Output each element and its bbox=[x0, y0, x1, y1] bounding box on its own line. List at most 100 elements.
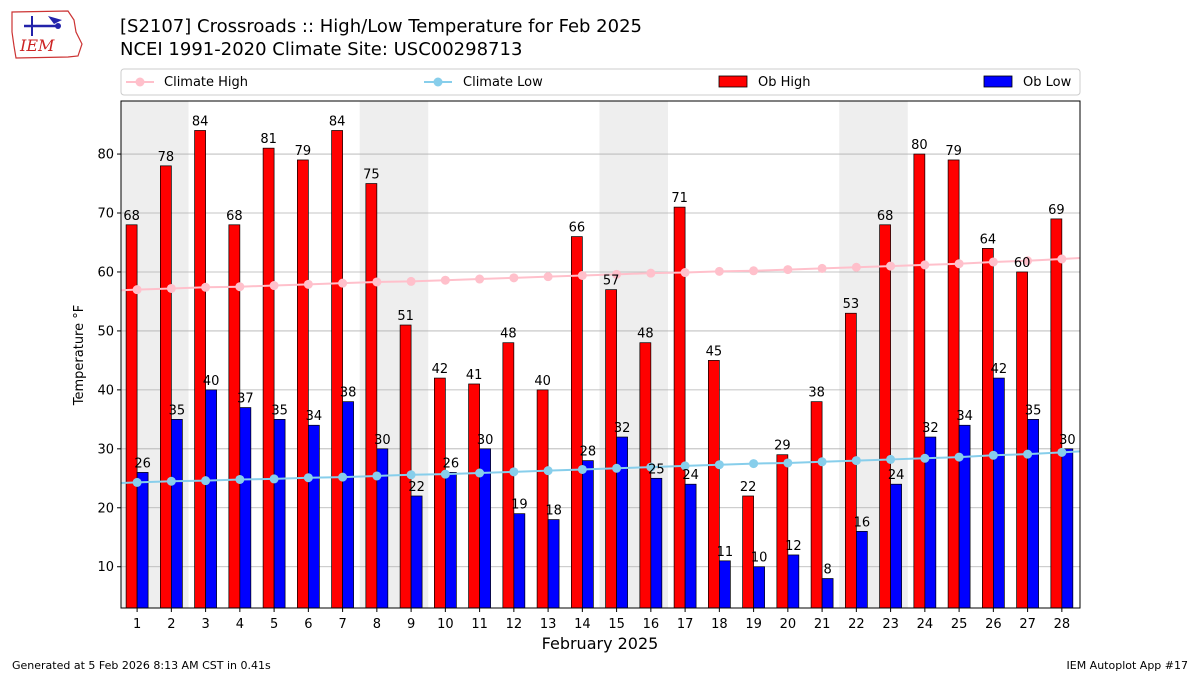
legend-ob-low-swatch bbox=[983, 75, 1013, 88]
x-tick-label: 3 bbox=[201, 617, 209, 632]
x-tick-label: 21 bbox=[814, 617, 831, 632]
x-tick-label: 28 bbox=[1054, 617, 1071, 632]
climate-high-line bbox=[120, 257, 1081, 292]
ob-high-value-label: 38 bbox=[808, 386, 825, 401]
ob-high-value-label: 41 bbox=[466, 368, 483, 383]
ob-low-bar bbox=[513, 513, 526, 609]
ob-high-value-label: 79 bbox=[295, 144, 312, 159]
ob-low-value-label: 30 bbox=[374, 433, 391, 448]
x-tick-label: 7 bbox=[338, 617, 346, 632]
climate-high-point bbox=[338, 278, 348, 288]
ob-low-value-label: 26 bbox=[134, 456, 151, 471]
ob-high-bar bbox=[434, 377, 446, 609]
ob-low-bar bbox=[1061, 448, 1074, 609]
iowa-outline-shape bbox=[11, 10, 83, 59]
climate-high-point bbox=[269, 281, 279, 291]
climate-high-point bbox=[166, 283, 176, 293]
ob-high-value-label: 64 bbox=[980, 232, 997, 247]
chart-subtitle: NCEI 1991-2020 Climate Site: USC00298713 bbox=[120, 39, 523, 60]
ob-low-bar bbox=[273, 418, 286, 609]
legend-climate-low-marker bbox=[433, 77, 443, 87]
ob-low-bar bbox=[958, 424, 971, 609]
ob-low-value-label: 35 bbox=[169, 403, 186, 418]
climate-low-point bbox=[749, 459, 759, 469]
x-tick-label: 22 bbox=[848, 617, 865, 632]
climate-high-point bbox=[886, 261, 896, 271]
bars bbox=[125, 130, 1074, 609]
climate-low-point bbox=[166, 476, 176, 486]
ob-low-bar bbox=[855, 531, 868, 609]
climate-lines bbox=[120, 254, 1081, 487]
ob-low-value-label: 26 bbox=[443, 456, 460, 471]
ob-low-value-label: 35 bbox=[271, 403, 288, 418]
ob-high-bar bbox=[1016, 271, 1028, 609]
ob-high-value-label: 29 bbox=[774, 439, 791, 454]
ob-low-bar bbox=[239, 407, 252, 609]
ob-high-bar bbox=[1050, 218, 1063, 609]
ob-low-value-label: 32 bbox=[614, 421, 631, 436]
ob-low-bar bbox=[890, 483, 902, 609]
ob-low-bar bbox=[1027, 418, 1039, 609]
ob-high-value-label: 78 bbox=[158, 150, 175, 165]
ob-low-bar bbox=[924, 436, 937, 609]
x-axis-label: February 2025 bbox=[542, 634, 659, 653]
ob-high-value-label: 84 bbox=[192, 114, 209, 129]
ob-high-bar bbox=[570, 236, 583, 609]
ob-high-value-label: 22 bbox=[740, 480, 757, 495]
ob-low-value-label: 30 bbox=[477, 433, 494, 448]
climate-low-point bbox=[714, 460, 724, 470]
climate-low-point bbox=[132, 477, 142, 487]
x-tick-label: 19 bbox=[745, 617, 762, 632]
x-tick-label: 25 bbox=[951, 617, 968, 632]
climate-high-point bbox=[612, 269, 622, 279]
climate-low-point bbox=[886, 454, 896, 464]
ob-high-value-label: 48 bbox=[637, 327, 654, 342]
ob-low-bar bbox=[410, 495, 423, 609]
climate-low-point bbox=[920, 453, 930, 463]
ob-high-bar bbox=[673, 206, 686, 609]
ob-low-value-label: 10 bbox=[751, 551, 768, 566]
climate-high-point bbox=[372, 277, 382, 287]
climate-high-point bbox=[680, 268, 690, 278]
y-axis-label: Temperature °F bbox=[72, 305, 87, 406]
ob-high-value-label: 71 bbox=[671, 191, 688, 206]
ob-low-bar bbox=[445, 472, 457, 609]
ob-high-bar bbox=[468, 383, 480, 609]
x-tick-label: 2 bbox=[167, 617, 175, 632]
chart-title: [S2107] Crossroads :: High/Low Temperatu… bbox=[120, 16, 642, 37]
ob-high-bar bbox=[605, 289, 617, 609]
ob-high-bar bbox=[399, 324, 412, 609]
x-tick-label: 11 bbox=[471, 617, 488, 632]
ob-low-bar bbox=[684, 483, 697, 609]
climate-high-point bbox=[1023, 256, 1033, 266]
climate-high-point bbox=[783, 265, 793, 275]
climate-high-point bbox=[817, 263, 827, 273]
y-tick-label: 40 bbox=[97, 383, 114, 398]
ob-low-bar bbox=[547, 519, 560, 609]
climate-low-point bbox=[372, 471, 382, 481]
ob-low-bar bbox=[171, 418, 183, 609]
climate-high-point bbox=[509, 273, 519, 283]
ob-high-value-label: 75 bbox=[363, 168, 380, 183]
climate-low-point bbox=[475, 468, 485, 478]
ob-low-bar bbox=[616, 436, 628, 609]
ob-high-bar bbox=[262, 147, 275, 609]
y-tick-label: 50 bbox=[97, 324, 114, 339]
ob-low-bar bbox=[718, 560, 731, 609]
ob-low-value-label: 12 bbox=[785, 539, 802, 554]
ob-high-value-label: 57 bbox=[603, 274, 620, 289]
ob-low-value-label: 37 bbox=[237, 392, 254, 407]
climate-low-point bbox=[817, 457, 827, 467]
climate-high-point bbox=[714, 266, 724, 276]
climate-high-point bbox=[303, 279, 313, 289]
legend-frame bbox=[120, 68, 1081, 96]
ob-low-bar bbox=[342, 401, 354, 609]
ob-low-bar bbox=[205, 389, 217, 609]
climate-low-point bbox=[509, 467, 519, 477]
ob-high-value-label: 81 bbox=[260, 132, 277, 147]
ob-high-bar bbox=[776, 454, 789, 609]
climate-high-point bbox=[440, 275, 450, 285]
legend-ob-high-label: Ob High bbox=[758, 75, 811, 90]
climate-high-point bbox=[543, 272, 553, 282]
